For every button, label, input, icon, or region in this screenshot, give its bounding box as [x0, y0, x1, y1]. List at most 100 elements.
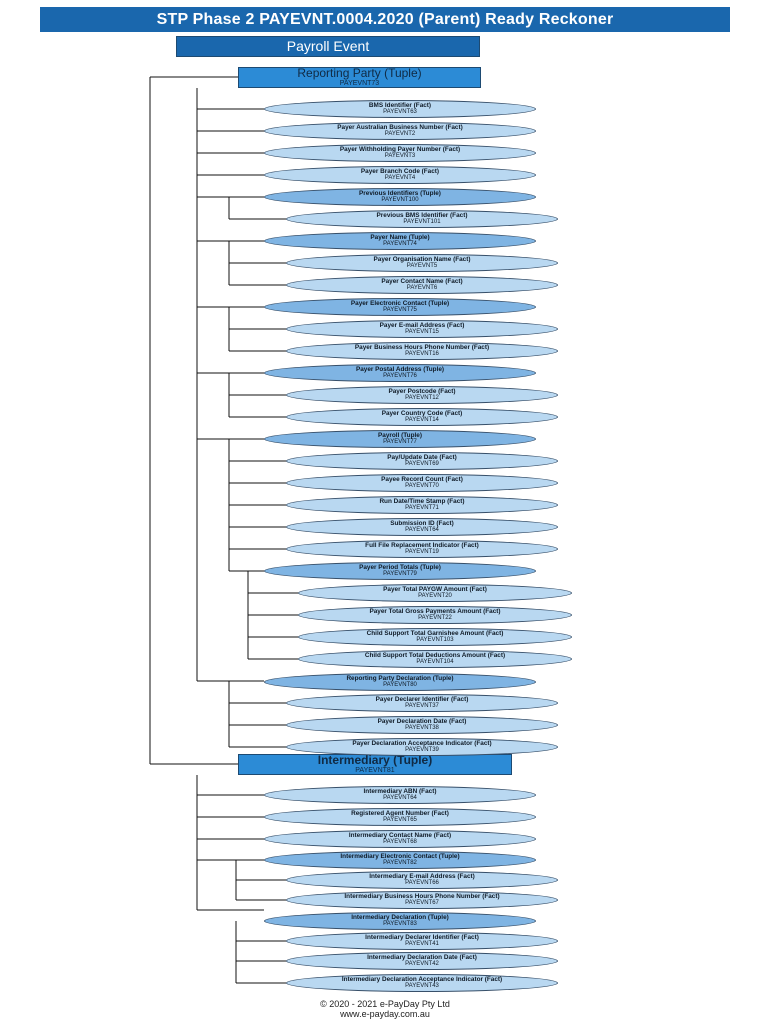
copyright-text: © 2020 - 2021 e-PayDay Pty Ltd [320, 999, 450, 1009]
node-label: Payer Withholding Payer Number (Fact) [339, 146, 461, 154]
node-label: Intermediary Declarer Identifier (Fact) [365, 934, 479, 942]
int-node-intermediary-abn-fact: Intermediary ABN (Fact) PAYEVNT64 [264, 786, 536, 804]
node-code: PAYEVNT15 [405, 329, 439, 336]
rp-node-full-file-replacement-indicator-fact: Full File Replacement Indicator (Fact) PA… [286, 540, 558, 558]
node-code: PAYEVNT37 [405, 703, 439, 710]
rp-node-payer-declaration-date-fact: Payer Declaration Date (Fact) PAYEVNT38 [286, 716, 558, 734]
node-label: Submission ID (Fact) [390, 520, 454, 528]
node-code: PAYEVNT22 [418, 615, 452, 622]
rp-node-child-support-total-deductions-amount-fact: Child Support Total Deductions Amount (F… [298, 650, 572, 668]
int-node-intermediary-business-hours-phone-number-fact: Intermediary Business Hours Phone Number… [286, 891, 558, 909]
rp-node-payer-branch-code-fact: Payer Branch Code (Fact) PAYEVNT4 [264, 166, 536, 184]
node-label: Reporting Party Declaration (Tuple) [346, 675, 454, 683]
node-label: Payer Contact Name (Fact) [381, 278, 463, 286]
node-code: PAYEVNT76 [383, 373, 417, 380]
node-code: PAYEVNT80 [383, 682, 417, 689]
rp-node-payer-total-gross-payments-amount-fact: Payer Total Gross Payments Amount (Fact)… [298, 606, 572, 624]
node-code: PAYEVNT4 [384, 175, 416, 182]
node-label: Previous BMS Identifier (Fact) [376, 212, 468, 220]
intermediary-code: PAYEVNT81 [355, 766, 395, 774]
rp-node-payer-postcode-fact: Payer Postcode (Fact) PAYEVNT12 [286, 386, 558, 404]
node-code: PAYEVNT3 [384, 153, 416, 160]
node-label: Payer E-mail Address (Fact) [379, 322, 465, 330]
int-node-intermediary-electronic-contact-tuple: Intermediary Electronic Contact (Tuple) P… [264, 851, 536, 869]
rp-node-payer-total-paygw-amount-fact: Payer Total PAYGW Amount (Fact) PAYEVNT20 [298, 584, 572, 602]
rp-node-payer-declarer-identifier-fact: Payer Declarer Identifier (Fact) PAYEVNT3… [286, 694, 558, 712]
node-label: Intermediary Declaration (Tuple) [351, 914, 449, 922]
node-label: Intermediary Electronic Contact (Tuple) [340, 853, 460, 861]
rp-node-payer-australian-business-number-fact: Payer Australian Business Number (Fact) P… [264, 122, 536, 140]
node-label: Payer Organisation Name (Fact) [373, 256, 471, 264]
node-code: PAYEVNT83 [383, 921, 417, 928]
website-text: www.e-payday.com.au [340, 1009, 430, 1020]
root-node-payroll-event: Payroll Event [176, 36, 480, 57]
node-label: Payer Total PAYGW Amount (Fact) [383, 586, 487, 594]
node-code: PAYEVNT19 [405, 549, 439, 556]
node-code: PAYEVNT39 [405, 747, 439, 754]
rp-node-payer-postal-address-tuple: Payer Postal Address (Tuple) PAYEVNT76 [264, 364, 536, 382]
node-label: Child Support Total Garnishee Amount (Fa… [366, 630, 504, 638]
node-label: Payer Total Gross Payments Amount (Fact) [369, 608, 501, 616]
node-label: Payer Name (Tuple) [370, 234, 430, 242]
node-code: PAYEVNT79 [383, 571, 417, 578]
rp-node-payer-declaration-acceptance-indicator-fact: Payer Declaration Acceptance Indicator (… [286, 738, 558, 756]
int-node-registered-agent-number-fact: Registered Agent Number (Fact) PAYEVNT65 [264, 808, 536, 826]
node-code: PAYEVNT66 [405, 880, 439, 887]
node-code: PAYEVNT64 [383, 795, 417, 802]
rp-node-payer-name-tuple: Payer Name (Tuple) PAYEVNT74 [264, 232, 536, 250]
footer: © 2020 - 2021 e-PayDay Pty Ltd www.e-pay… [0, 999, 770, 1020]
node-code: PAYEVNT2 [384, 131, 416, 138]
page-title: STP Phase 2 PAYEVNT.0004.2020 (Parent) R… [40, 7, 730, 32]
rp-node-payer-period-totals-tuple: Payer Period Totals (Tuple) PAYEVNT79 [264, 562, 536, 580]
node-label: Payer Country Code (Fact) [381, 410, 463, 418]
reporting-party-node: Reporting Party (Tuple) PAYEVNT73 [238, 67, 481, 88]
rp-node-payer-contact-name-fact: Payer Contact Name (Fact) PAYEVNT6 [286, 276, 558, 294]
node-code: PAYEVNT16 [405, 351, 439, 358]
node-label: Payer Declaration Acceptance Indicator (… [352, 740, 492, 748]
node-label: Previous Identifiers (Tuple) [359, 190, 441, 198]
node-label: Payer Business Hours Phone Number (Fact) [354, 344, 490, 352]
node-label: Payer Postcode (Fact) [388, 388, 456, 396]
node-label: Intermediary Business Hours Phone Number… [344, 893, 500, 901]
rp-node-payer-country-code-fact: Payer Country Code (Fact) PAYEVNT14 [286, 408, 558, 426]
node-code: PAYEVNT103 [416, 637, 454, 644]
node-code: PAYEVNT104 [416, 659, 454, 666]
node-code: PAYEVNT6 [406, 285, 438, 292]
node-label: BMS Identifier (Fact) [368, 102, 432, 110]
node-label: Child Support Total Deductions Amount (F… [364, 652, 506, 660]
node-label: Payer Australian Business Number (Fact) [337, 124, 463, 132]
int-node-intermediary-declarer-identifier-fact: Intermediary Declarer Identifier (Fact) P… [286, 932, 558, 950]
rp-node-payroll-tuple: Payroll (Tuple) PAYEVNT77 [264, 430, 536, 448]
rp-node-submission-id-fact: Submission ID (Fact) PAYEVNT64 [286, 518, 558, 536]
node-code: PAYEVNT64 [405, 527, 439, 534]
intermediary-node: Intermediary (Tuple) PAYEVNT81 [238, 754, 512, 775]
node-code: PAYEVNT100 [381, 197, 419, 204]
node-label: Full File Replacement Indicator (Fact) [365, 542, 479, 550]
rp-node-payer-withholding-payer-number-fact: Payer Withholding Payer Number (Fact) PAY… [264, 144, 536, 162]
reporting-party-code: PAYEVNT73 [339, 79, 380, 87]
node-label: Intermediary Declaration Date (Fact) [367, 954, 477, 962]
rp-node-child-support-total-garnishee-amount-fact: Child Support Total Garnishee Amount (Fa… [298, 628, 572, 646]
int-node-intermediary-contact-name-fact: Intermediary Contact Name (Fact) PAYEVNT6… [264, 830, 536, 848]
node-code: PAYEVNT70 [405, 483, 439, 490]
node-label: Payer Period Totals (Tuple) [359, 564, 441, 572]
reporting-party-label: Reporting Party (Tuple) [297, 66, 422, 81]
node-label: Payer Branch Code (Fact) [360, 168, 440, 176]
node-label: Payer Declarer Identifier (Fact) [375, 696, 469, 704]
node-label: Pay/Update Date (Fact) [387, 454, 457, 462]
node-code: PAYEVNT63 [383, 109, 417, 116]
node-label: Payer Electronic Contact (Tuple) [350, 300, 450, 308]
node-code: PAYEVNT43 [405, 983, 439, 990]
rp-node-previous-bms-identifier-fact: Previous BMS Identifier (Fact) PAYEVNT101 [286, 210, 558, 228]
node-label: Intermediary Contact Name (Fact) [348, 832, 452, 840]
int-node-intermediary-declaration-date-fact: Intermediary Declaration Date (Fact) PAYE… [286, 952, 558, 970]
rp-node-payer-electronic-contact-tuple: Payer Electronic Contact (Tuple) PAYEVNT7… [264, 298, 536, 316]
node-code: PAYEVNT42 [405, 961, 439, 968]
root-node-label: Payroll Event [286, 38, 370, 55]
node-label: Run Date/Time Stamp (Fact) [379, 498, 465, 506]
rp-node-pay-update-date-fact: Pay/Update Date (Fact) PAYEVNT69 [286, 452, 558, 470]
node-label: Payroll (Tuple) [378, 432, 422, 440]
node-code: PAYEVNT67 [405, 900, 439, 907]
node-code: PAYEVNT82 [383, 860, 417, 867]
node-code: PAYEVNT101 [403, 219, 441, 226]
